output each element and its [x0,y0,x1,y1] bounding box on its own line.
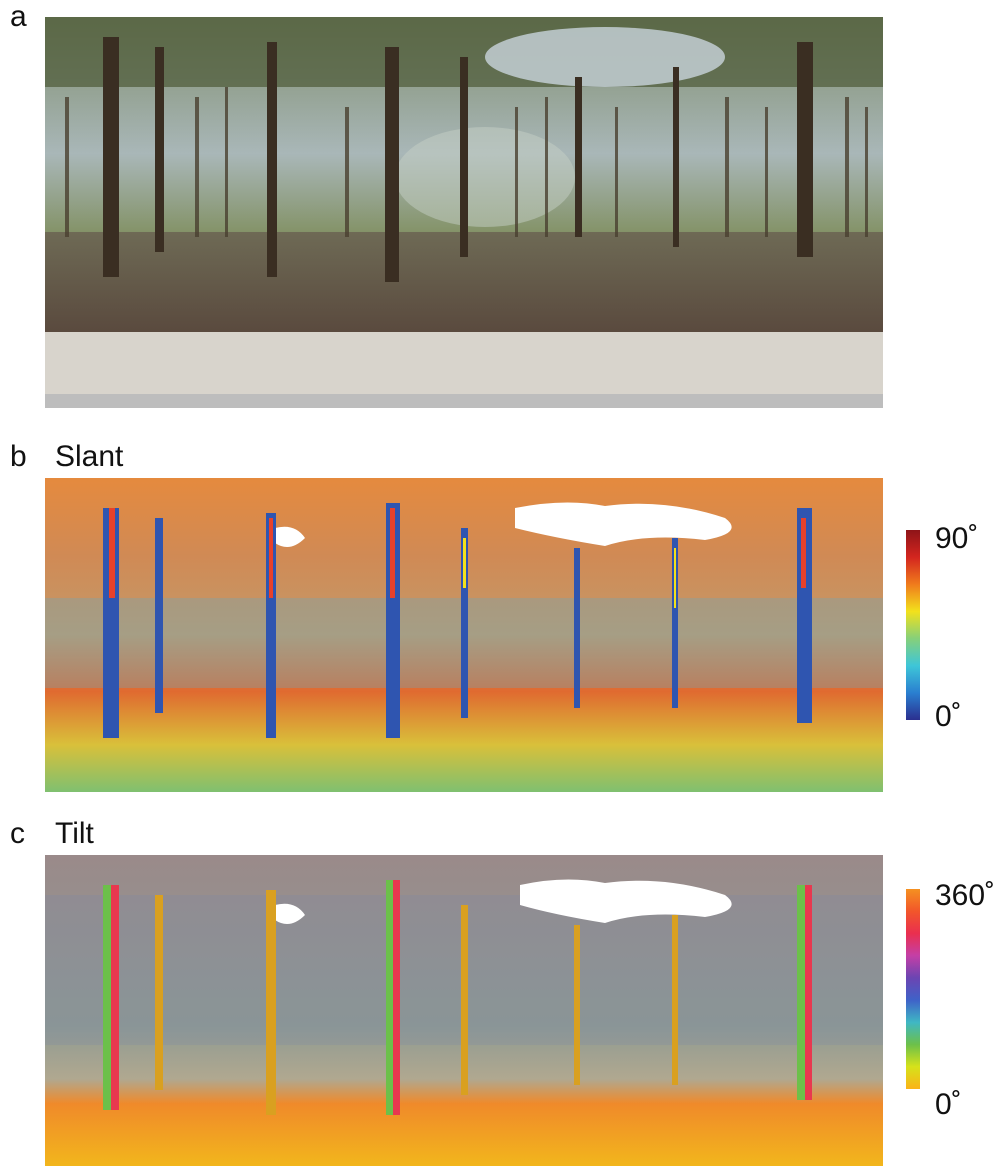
slant-colorbar-min-label: 0˚ [935,700,962,733]
slant-colorbar [906,530,920,720]
panel-letter-c: c [10,817,25,850]
panel-letter-b: b [10,440,27,473]
panel-title-c: Tilt [55,817,94,850]
tilt-colorbar [906,889,920,1089]
slant-colorbar-max-label: 90˚ [935,522,979,555]
slant-map [45,478,883,792]
panel-letter-a: a [10,0,27,33]
panorama-photo [45,17,883,408]
panel-title-b: Slant [55,440,124,473]
tilt-map [45,855,883,1166]
tilt-colorbar-max-label: 360˚ [935,879,996,912]
tilt-colorbar-min-label: 0˚ [935,1088,962,1121]
